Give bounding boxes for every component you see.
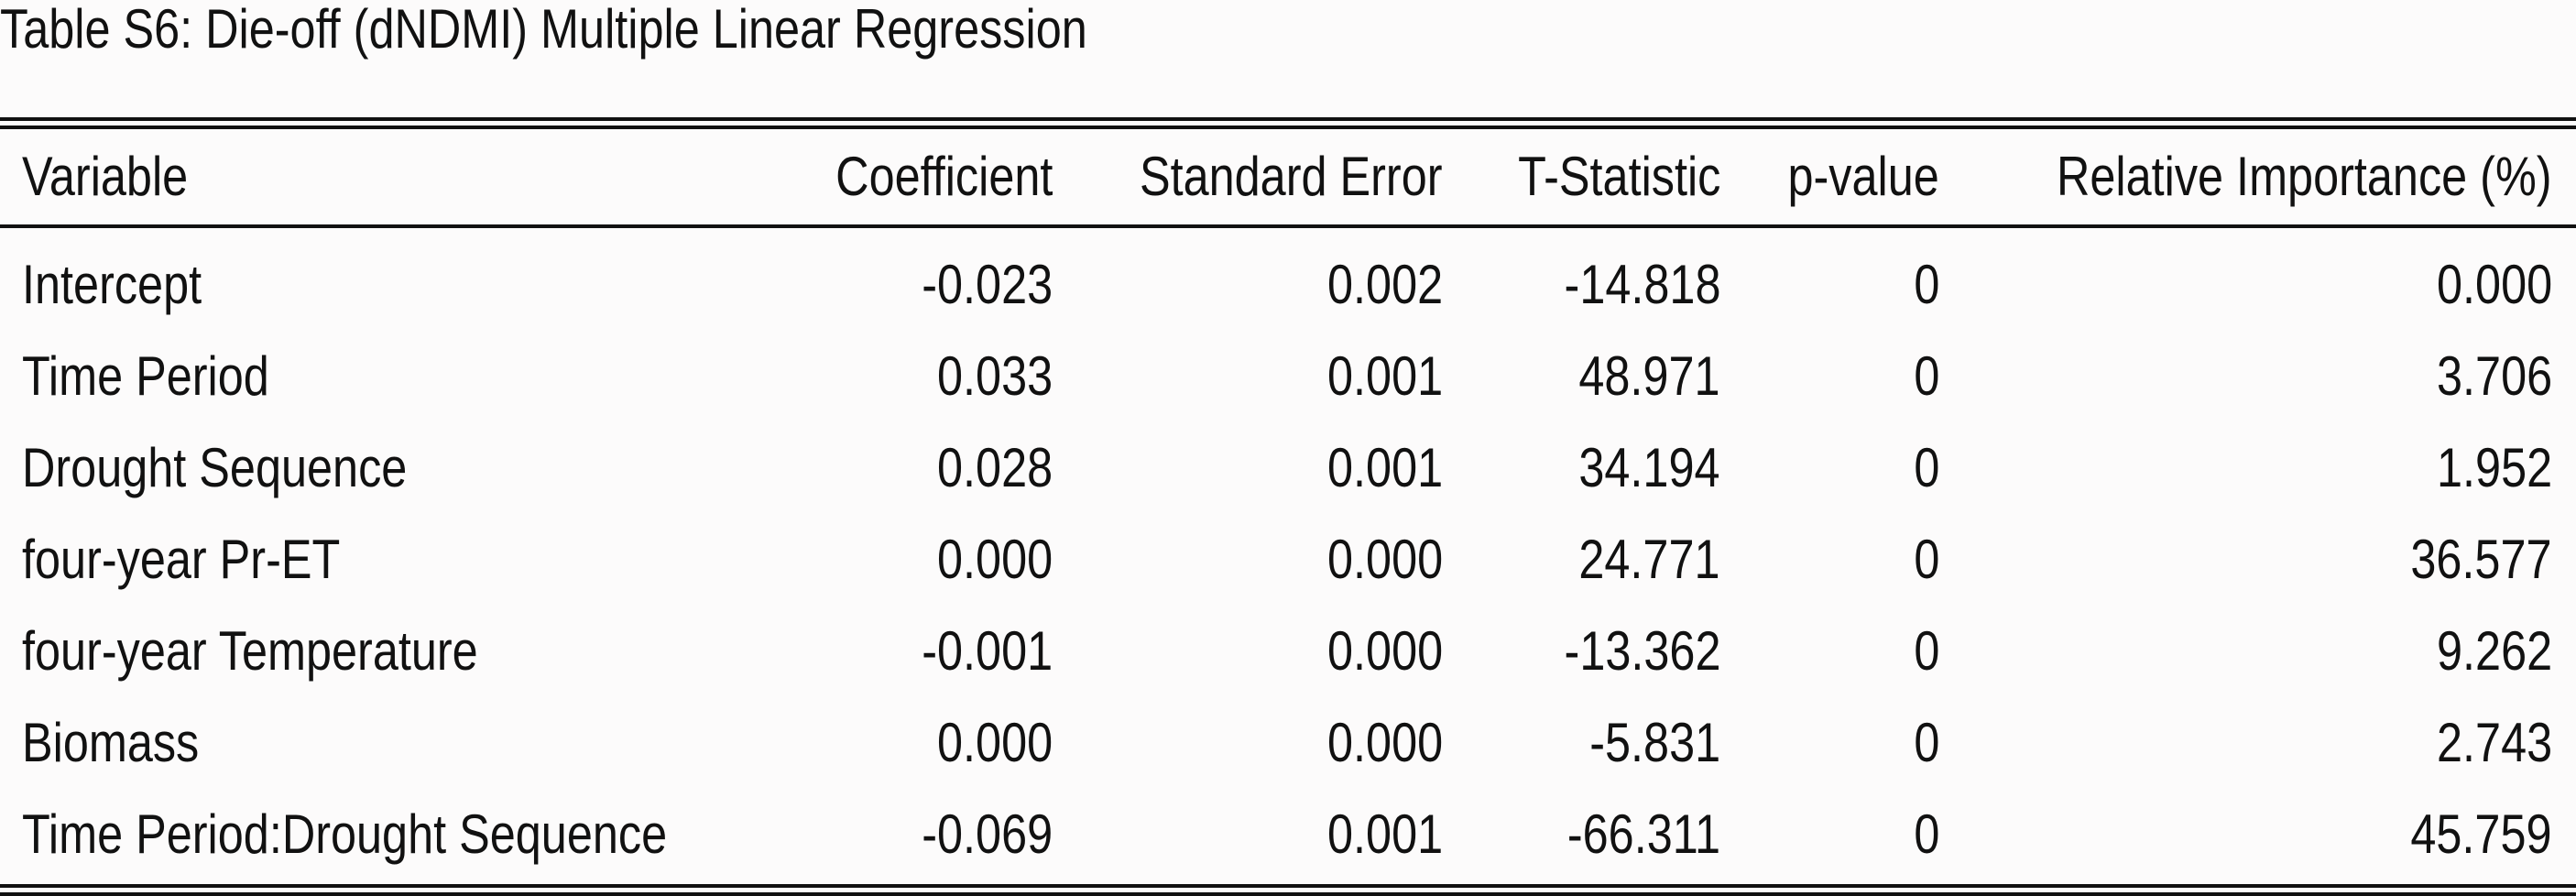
cell-t-statistic: -13.362 bbox=[1564, 620, 1720, 682]
cell-p-value: 0 bbox=[1913, 529, 1939, 590]
table-caption: Table S6: Die-off (dNDMI) Multiple Linea… bbox=[0, 0, 1087, 60]
cell-p-value: 0 bbox=[1913, 620, 1939, 682]
cell-variable: four-year Temperature bbox=[22, 620, 478, 682]
cell-variable: Time Period bbox=[22, 345, 269, 407]
cell-p-value: 0 bbox=[1913, 345, 1939, 407]
cell-coefficient: 0.000 bbox=[936, 712, 1053, 773]
table-body: Intercept -0.023 0.002 -14.818 0 0.000 T… bbox=[0, 228, 2576, 884]
cell-p-value: 0 bbox=[1913, 437, 1939, 498]
bottom-rule bbox=[0, 884, 2576, 896]
table-row: four-year Pr-ET 0.000 0.000 24.771 0 36.… bbox=[0, 514, 2576, 606]
cell-relative-importance: 2.743 bbox=[2436, 712, 2552, 773]
cell-coefficient: 0.033 bbox=[936, 345, 1053, 407]
header-standard-error: Standard Error bbox=[1140, 146, 1443, 207]
cell-relative-importance: 36.577 bbox=[2410, 529, 2552, 590]
header-p-value: p-value bbox=[1787, 146, 1939, 207]
cell-t-statistic: 34.194 bbox=[1578, 437, 1720, 498]
cell-relative-importance: 1.952 bbox=[2436, 437, 2552, 498]
header-coefficient: Coefficient bbox=[835, 146, 1053, 207]
cell-p-value: 0 bbox=[1913, 712, 1939, 773]
regression-table: Variable Coefficient Standard Error T-St… bbox=[0, 117, 2576, 896]
cell-variable: Drought Sequence bbox=[22, 437, 408, 498]
header-relative-importance: Relative Importance (%) bbox=[2057, 146, 2552, 207]
header-rule bbox=[0, 224, 2576, 228]
cell-variable: four-year Pr-ET bbox=[22, 529, 341, 590]
header-variable: Variable bbox=[22, 146, 189, 207]
cell-variable: Time Period:Drought Sequence bbox=[22, 803, 668, 865]
table-header-row: Variable Coefficient Standard Error T-St… bbox=[0, 129, 2576, 224]
table-row: Time Period:Drought Sequence -0.069 0.00… bbox=[0, 789, 2576, 880]
cell-standard-error: 0.000 bbox=[1326, 712, 1443, 773]
header-t-statistic: T-Statistic bbox=[1517, 146, 1720, 207]
cell-relative-importance: 45.759 bbox=[2410, 803, 2552, 865]
cell-t-statistic: -5.831 bbox=[1589, 712, 1720, 773]
cell-coefficient: 0.000 bbox=[936, 529, 1053, 590]
cell-p-value: 0 bbox=[1913, 803, 1939, 865]
table-row: Intercept -0.023 0.002 -14.818 0 0.000 bbox=[0, 239, 2576, 331]
cell-coefficient: -0.023 bbox=[922, 254, 1053, 315]
cell-standard-error: 0.000 bbox=[1326, 620, 1443, 682]
cell-coefficient: -0.001 bbox=[922, 620, 1053, 682]
cell-coefficient: 0.028 bbox=[936, 437, 1053, 498]
cell-t-statistic: -14.818 bbox=[1564, 254, 1720, 315]
cell-p-value: 0 bbox=[1913, 254, 1939, 315]
cell-standard-error: 0.001 bbox=[1326, 345, 1443, 407]
cell-variable: Biomass bbox=[22, 712, 200, 773]
cell-standard-error: 0.001 bbox=[1326, 803, 1443, 865]
cell-standard-error: 0.001 bbox=[1326, 437, 1443, 498]
cell-relative-importance: 0.000 bbox=[2436, 254, 2552, 315]
cell-t-statistic: -66.311 bbox=[1566, 803, 1720, 865]
cell-variable: Intercept bbox=[22, 254, 202, 315]
cell-t-statistic: 24.771 bbox=[1578, 529, 1720, 590]
cell-relative-importance: 3.706 bbox=[2436, 345, 2552, 407]
table-row: Drought Sequence 0.028 0.001 34.194 0 1.… bbox=[0, 422, 2576, 514]
cell-t-statistic: 48.971 bbox=[1578, 345, 1720, 407]
top-rule bbox=[0, 117, 2576, 129]
cell-standard-error: 0.000 bbox=[1326, 529, 1443, 590]
cell-standard-error: 0.002 bbox=[1326, 254, 1443, 315]
cell-relative-importance: 9.262 bbox=[2436, 620, 2552, 682]
table-row: Biomass 0.000 0.000 -5.831 0 2.743 bbox=[0, 697, 2576, 789]
table-row: four-year Temperature -0.001 0.000 -13.3… bbox=[0, 606, 2576, 697]
cell-coefficient: -0.069 bbox=[922, 803, 1053, 865]
table-row: Time Period 0.033 0.001 48.971 0 3.706 bbox=[0, 331, 2576, 422]
